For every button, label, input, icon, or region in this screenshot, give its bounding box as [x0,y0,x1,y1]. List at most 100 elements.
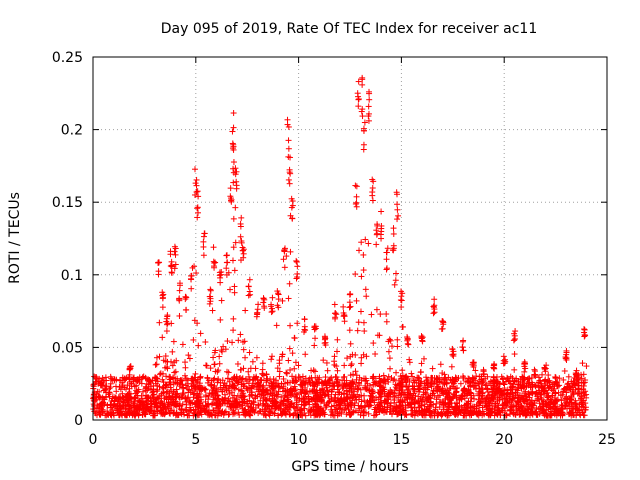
data-point [459,338,466,345]
data-point [156,353,163,360]
data-point [237,331,244,338]
data-point [391,376,398,383]
data-point [377,311,384,318]
data-point [242,307,249,314]
data-point [472,367,479,374]
data-point [500,353,507,360]
data-point [227,286,234,293]
data-point [390,230,397,237]
data-point [358,360,365,367]
data-point [193,176,200,183]
data-point [431,296,438,303]
data-point [352,271,359,278]
data-point [459,344,466,351]
data-point [394,201,401,208]
data-point [269,294,276,301]
data-point [92,410,99,417]
data-point [186,355,193,362]
data-point [360,267,367,274]
data-point [233,185,240,192]
data-point [183,306,190,313]
data-point [240,250,247,257]
data-point [259,360,266,367]
data-point [189,264,196,271]
data-point [287,366,294,373]
data-point [231,410,238,417]
data-point [293,275,300,282]
data-point [353,183,360,190]
data-point [362,286,369,293]
data-point [245,292,252,299]
data-point [392,277,399,284]
data-point [182,359,189,366]
data-point [334,336,341,343]
data-point [388,343,395,350]
data-point [285,295,292,302]
data-point [541,365,548,372]
data-point [172,251,179,258]
data-point [332,310,339,317]
data-point [207,298,214,305]
data-point [285,357,292,364]
data-point [355,103,362,110]
data-point [285,176,292,183]
data-point [363,353,370,360]
data-point [230,179,237,186]
data-point [185,352,192,359]
data-point [344,355,351,362]
data-point [289,373,296,380]
data-point [231,267,238,274]
data-point [525,375,532,382]
data-point [218,297,225,304]
data-points [90,74,590,419]
data-point [289,350,296,357]
data-point [212,259,219,266]
data-point [395,212,402,219]
data-point [230,327,237,334]
data-point [559,391,566,398]
data-point [511,366,518,373]
data-point [210,244,217,251]
data-point [170,338,177,345]
data-point [168,262,175,269]
data-point [430,310,437,317]
data-point [340,303,347,310]
data-point [360,319,367,326]
data-point [182,372,189,379]
data-point [234,360,241,367]
data-point [320,357,327,364]
data-point [230,244,237,251]
data-point [353,297,360,304]
data-point [200,243,207,250]
data-point [252,365,259,372]
data-point [393,369,400,376]
data-point [369,184,376,191]
data-point [561,367,568,374]
data-point [285,137,292,144]
data-point [152,396,159,403]
data-point [283,369,290,376]
data-point [176,312,183,319]
y-tick-label: 0.25 [52,50,83,66]
data-point [231,289,238,296]
data-point [385,348,392,355]
data-point [294,270,301,277]
y-axis-label: ROTI / TECUs [7,192,23,284]
data-point [246,276,253,283]
data-point [408,370,415,377]
data-point [449,351,456,358]
data-point [348,362,355,369]
data-point [358,239,365,246]
data-point [383,265,390,272]
data-point [399,323,406,330]
data-point [163,328,170,335]
x-axis-label: GPS time / hours [291,459,408,475]
data-point [397,296,404,303]
data-point [245,368,252,375]
data-point [286,280,293,287]
data-point [347,291,354,298]
data-point [360,146,367,153]
data-point [286,180,293,187]
data-point [255,301,262,308]
